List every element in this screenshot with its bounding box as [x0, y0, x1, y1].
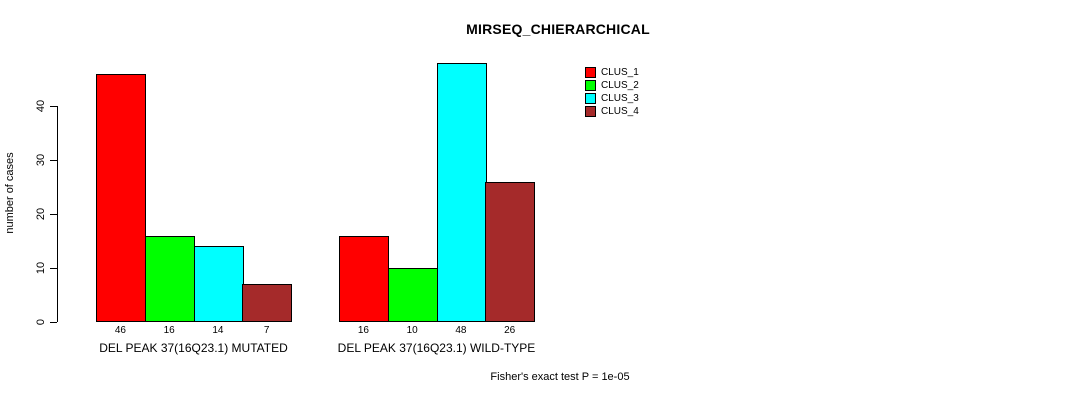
legend-item-clus_2: CLUS_2	[585, 79, 639, 92]
bar-value-label: 16	[357, 325, 369, 336]
bar-clus_1-group1	[96, 73, 146, 322]
y-axis-line	[57, 106, 58, 322]
x-axis-group-label: DEL PEAK 37(16Q23.1) WILD-TYPE	[337, 341, 536, 355]
legend-swatch-icon	[585, 106, 596, 117]
bar-value-label: 10	[406, 325, 418, 336]
bar-clus_4-group1	[242, 284, 292, 322]
chart-title: MIRSEQ_CHIERARCHICAL	[466, 21, 650, 37]
x-axis-group-label: DEL PEAK 37(16Q23.1) MUTATED	[99, 341, 288, 355]
legend-item-clus_3: CLUS_3	[585, 92, 639, 105]
bar-clus_3-group2	[437, 62, 487, 322]
y-tick-label: 30	[35, 153, 47, 167]
bar-value-label: 26	[504, 325, 516, 336]
y-tick-label: 40	[35, 99, 47, 113]
legend: CLUS_1 CLUS_2 CLUS_3 CLUS_4	[585, 66, 639, 118]
y-tick-mark	[50, 159, 57, 161]
legend-item-clus_1: CLUS_1	[585, 66, 639, 79]
y-tick-mark	[50, 105, 57, 107]
legend-label: CLUS_1	[601, 67, 639, 78]
y-axis-label: number of cases	[4, 152, 16, 234]
legend-label: CLUS_4	[601, 106, 639, 117]
annotation-text: Fisher's exact test P = 1e-05	[490, 371, 630, 383]
legend-item-clus_4: CLUS_4	[585, 105, 639, 118]
y-tick-mark	[50, 321, 57, 323]
bar-value-label: 7	[263, 325, 270, 336]
bar-clus_3-group1	[194, 246, 244, 322]
legend-swatch-icon	[585, 80, 596, 91]
bar-value-label: 16	[163, 325, 175, 336]
bar-clus_2-group2	[388, 268, 438, 322]
bar-value-label: 14	[212, 325, 224, 336]
legend-swatch-icon	[585, 67, 596, 78]
bar-clus_4-group2	[485, 181, 535, 322]
y-tick-label: 0	[35, 318, 47, 326]
bar-value-label: 46	[114, 325, 126, 336]
bar-clus_1-group2	[339, 235, 389, 322]
y-tick-label: 10	[35, 261, 47, 275]
y-tick-mark	[50, 267, 57, 269]
bar-clus_2-group1	[145, 235, 195, 322]
legend-swatch-icon	[585, 93, 596, 104]
y-tick-label: 20	[35, 207, 47, 221]
legend-label: CLUS_2	[601, 80, 639, 91]
y-tick-mark	[50, 213, 57, 215]
bar-value-label: 48	[455, 325, 467, 336]
legend-label: CLUS_3	[601, 93, 639, 104]
